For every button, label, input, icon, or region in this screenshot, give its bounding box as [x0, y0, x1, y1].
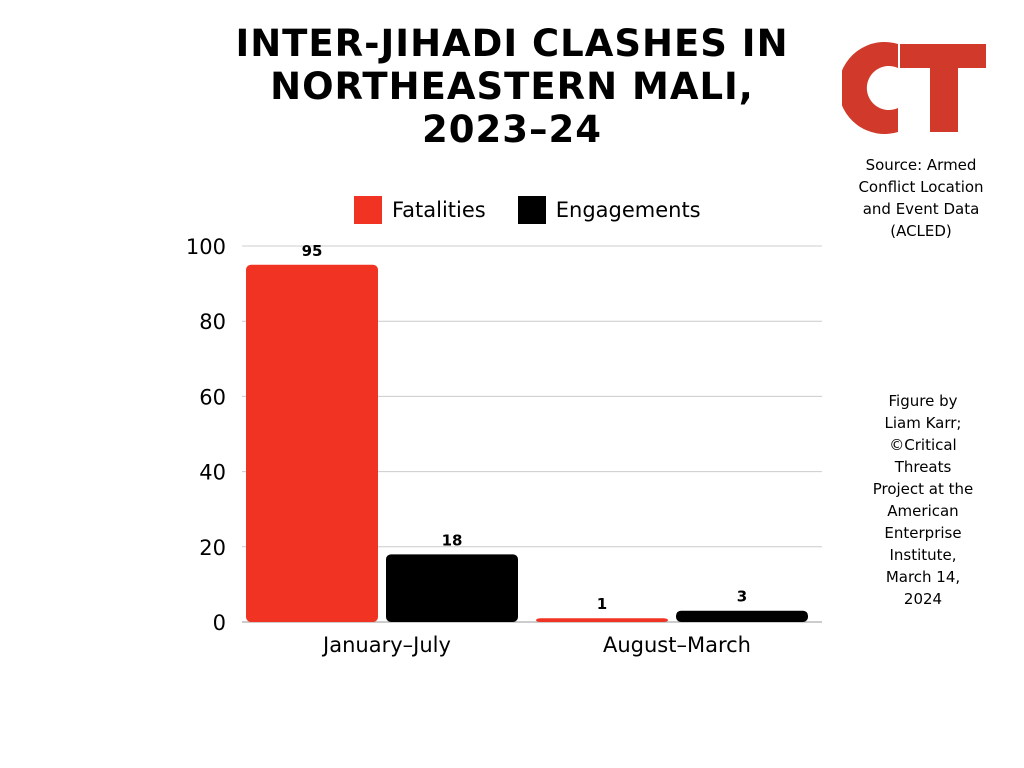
credit-note: Figure by Liam Karr; ©Critical Threats P… [858, 390, 988, 610]
ct-logo-c [842, 42, 898, 134]
source-note: Source: Armed Conflict Location and Even… [858, 156, 984, 240]
y-tick-label: 60 [199, 385, 226, 409]
credit-line: Project at the [872, 480, 974, 498]
legend-label-engagements: Engagements [555, 198, 701, 222]
chart-legend: Fatalities Engagements [354, 196, 733, 224]
y-tick-label: 80 [199, 310, 226, 334]
chart-title: INTER-JIHADI CLASHES IN NORTHEASTERN MAL… [235, 22, 789, 151]
legend-swatch-fatalities [354, 196, 382, 224]
y-tick-label: 100 [186, 235, 226, 259]
legend-item-engagements: Engagements [517, 196, 701, 224]
x-tick-label: January–July [321, 633, 451, 657]
ct-logo-t-bar [900, 44, 986, 68]
bar-engagements [386, 554, 518, 622]
ct-logo-t-stem [930, 68, 958, 132]
data-label: 1 [597, 595, 607, 613]
data-label: 95 [302, 242, 323, 260]
credit-line: Threats [894, 458, 952, 476]
y-tick-label: 20 [199, 536, 226, 560]
credit-line: ©Critical [889, 436, 957, 454]
credit-line: 2024 [903, 590, 943, 608]
y-tick-label: 0 [213, 611, 226, 635]
y-tick-label: 40 [199, 461, 226, 485]
credit-line: Enterprise [884, 524, 962, 542]
legend-swatch-engagements [517, 196, 546, 224]
legend-item-fatalities: Fatalities [354, 196, 486, 224]
ct-logo [842, 42, 986, 134]
credit-line: Liam Karr; [884, 414, 962, 432]
bar-fatalities [536, 618, 668, 622]
credit-line: Institute, [889, 546, 957, 564]
x-tick-label: August–March [603, 633, 751, 657]
credit-line: American [887, 502, 959, 520]
data-label: 18 [442, 531, 463, 549]
bar-engagements [676, 610, 808, 622]
credit-line: March 14, [885, 568, 961, 586]
legend-label-fatalities: Fatalities [392, 198, 486, 222]
data-label: 3 [737, 588, 747, 606]
credit-line: Figure by [888, 392, 958, 410]
bar-fatalities [246, 264, 378, 622]
